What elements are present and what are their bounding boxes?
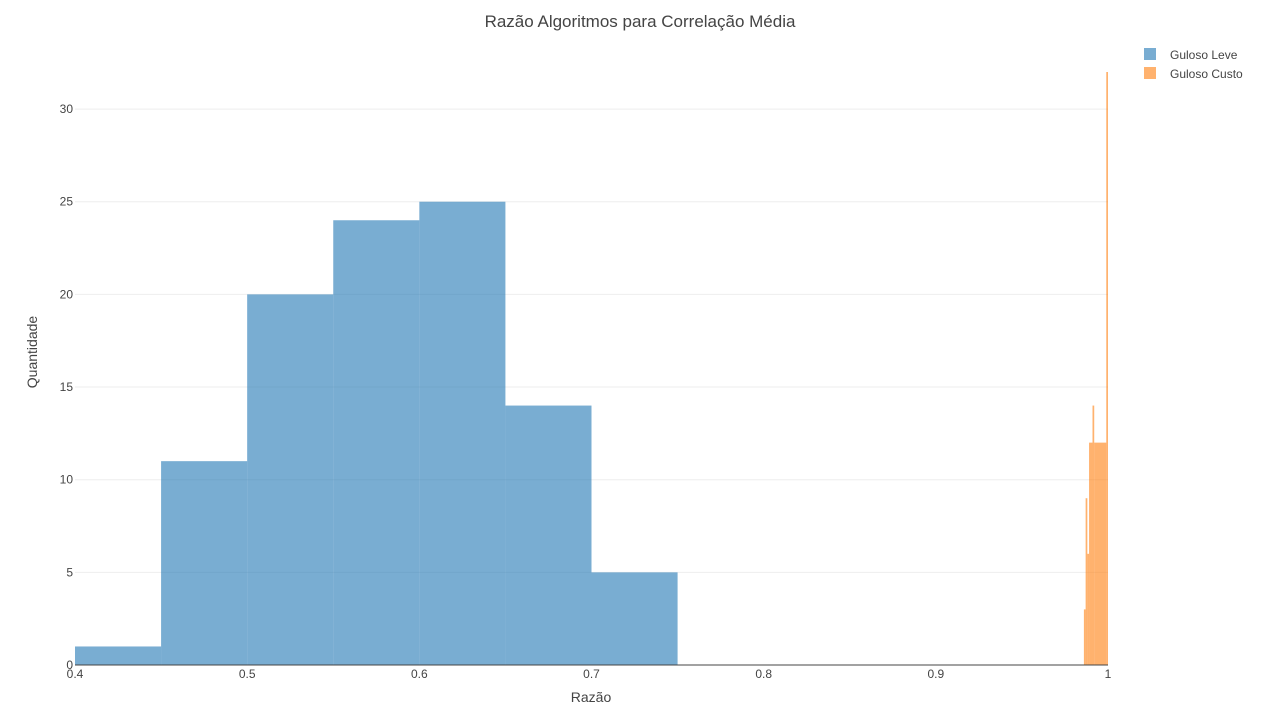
legend-swatch-guloso-leve [1144,48,1156,60]
y-tick-label: 20 [60,287,74,301]
x-tick-label: 0.5 [239,667,256,681]
legend[interactable]: Guloso Leve Guloso Custo [1144,48,1243,81]
y-tick-label: 15 [60,380,74,394]
x-tick-label: 0.4 [67,667,84,681]
x-tick-label: 0.8 [755,667,772,681]
legend-swatch-guloso-custo [1144,67,1156,79]
x-tick-label: 0.7 [583,667,600,681]
histogram-bar [1083,609,1086,665]
histogram-bar [75,646,162,665]
histogram-bar [419,201,506,665]
legend-label-guloso-leve: Guloso Leve [1170,48,1238,62]
histogram-bar [1106,72,1108,665]
y-tick-labels: 0 5 10 15 20 25 30 [60,102,74,672]
y-tick-label: 10 [60,473,74,487]
y-axis-title: Quantidade [24,316,40,389]
histogram-bar [505,405,592,665]
legend-item-guloso-custo[interactable]: Guloso Custo [1144,67,1243,81]
legend-item-guloso-leve[interactable]: Guloso Leve [1144,48,1238,62]
x-axis-title: Razão [571,689,612,705]
y-tick-label: 25 [60,195,74,209]
y-tick-label: 0 [66,658,73,672]
x-tick-label: 1 [1105,667,1112,681]
y-tick-label: 30 [60,102,74,116]
histogram-bar [591,572,678,665]
histogram-bar [1089,442,1093,665]
bars [75,72,1108,665]
histogram-bar [1094,442,1107,665]
legend-label-guloso-custo: Guloso Custo [1170,67,1243,81]
chart-title: Razão Algoritmos para Correlação Média [485,12,796,31]
histogram-bar [1085,498,1088,665]
histogram-bar [1092,405,1095,665]
x-tick-labels: 0.4 0.5 0.6 0.7 0.8 0.9 1 [67,667,1112,681]
histogram-bar [1087,553,1090,665]
y-tick-label: 5 [66,565,73,579]
histogram-bar [247,294,334,665]
x-tick-label: 0.9 [927,667,944,681]
histogram-bar [161,461,248,665]
x-tick-label: 0.6 [411,667,428,681]
histogram-bar [333,220,420,665]
